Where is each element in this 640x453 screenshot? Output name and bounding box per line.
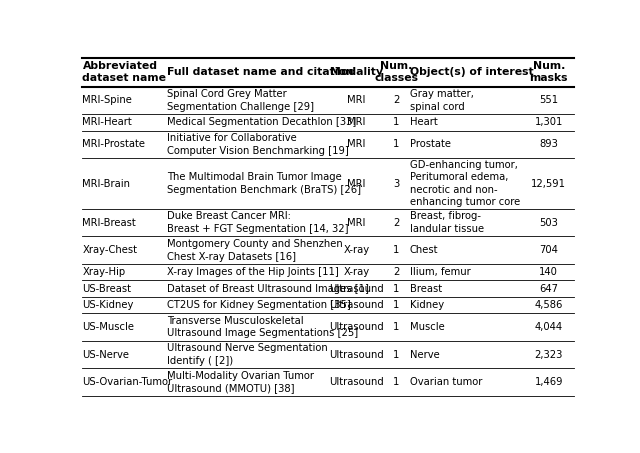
Text: Transverse Musculoskeletal
Ultrasound Image Segmentations [25]: Transverse Musculoskeletal Ultrasound Im…	[167, 316, 358, 338]
Text: X-ray: X-ray	[344, 267, 369, 277]
Text: 1: 1	[393, 322, 399, 332]
Text: MRI: MRI	[348, 96, 365, 106]
Text: 1,301: 1,301	[534, 117, 563, 127]
Text: Initiative for Collaborative
Computer Vision Benchmarking [19]: Initiative for Collaborative Computer Vi…	[167, 133, 349, 155]
Text: Ultrasound: Ultrasound	[329, 350, 384, 360]
Text: 2: 2	[393, 96, 399, 106]
Text: Nerve: Nerve	[410, 350, 440, 360]
Text: 2: 2	[393, 267, 399, 277]
Text: 1: 1	[393, 117, 399, 127]
Text: 704: 704	[540, 246, 558, 255]
Text: 140: 140	[540, 267, 558, 277]
Text: 893: 893	[540, 140, 558, 149]
Text: GD-enhancing tumor,
Peritumoral edema,
necrotic and non-
enhancing tumor core: GD-enhancing tumor, Peritumoral edema, n…	[410, 160, 520, 207]
Text: 2,323: 2,323	[534, 350, 563, 360]
Text: 1: 1	[393, 284, 399, 294]
Text: The Multimodal Brain Tumor Image
Segmentation Benchmark (BraTS) [26]: The Multimodal Brain Tumor Image Segment…	[167, 172, 361, 195]
Text: 1: 1	[393, 140, 399, 149]
Text: 647: 647	[540, 284, 558, 294]
Text: Ultrasound: Ultrasound	[329, 322, 384, 332]
Text: Modality: Modality	[330, 67, 383, 77]
Text: MRI: MRI	[348, 117, 365, 127]
Text: MRI: MRI	[348, 217, 365, 227]
Text: Breast: Breast	[410, 284, 442, 294]
Text: Num.
masks: Num. masks	[529, 61, 568, 83]
Text: US-Nerve: US-Nerve	[83, 350, 129, 360]
Text: Abbreviated
dataset name: Abbreviated dataset name	[83, 61, 166, 83]
Text: MRI: MRI	[348, 178, 365, 188]
Text: 4,586: 4,586	[534, 300, 563, 310]
Text: MRI-Spine: MRI-Spine	[83, 96, 132, 106]
Text: Object(s) of interest: Object(s) of interest	[410, 67, 534, 77]
Text: Ultrasound: Ultrasound	[329, 377, 384, 387]
Text: US-Kidney: US-Kidney	[83, 300, 134, 310]
Text: MRI-Heart: MRI-Heart	[83, 117, 132, 127]
Text: 4,044: 4,044	[534, 322, 563, 332]
Text: Gray matter,
spinal cord: Gray matter, spinal cord	[410, 89, 474, 111]
Text: Montgomery County and Shenzhen
Chest X-ray Datasets [16]: Montgomery County and Shenzhen Chest X-r…	[167, 239, 342, 261]
Text: Ultrasound Nerve Segmentation
Identify ( [2]): Ultrasound Nerve Segmentation Identify (…	[167, 343, 328, 366]
Text: Ovarian tumor: Ovarian tumor	[410, 377, 482, 387]
Text: Spinal Cord Grey Matter
Segmentation Challenge [29]: Spinal Cord Grey Matter Segmentation Cha…	[167, 89, 314, 111]
Text: Chest: Chest	[410, 246, 438, 255]
Text: MRI-Brain: MRI-Brain	[83, 178, 131, 188]
Text: Duke Breast Cancer MRI:
Breast + FGT Segmentation [14, 32]: Duke Breast Cancer MRI: Breast + FGT Seg…	[167, 212, 348, 234]
Text: US-Muscle: US-Muscle	[83, 322, 134, 332]
Text: US-Breast: US-Breast	[83, 284, 131, 294]
Text: Breast, fibrog-
landular tissue: Breast, fibrog- landular tissue	[410, 212, 484, 234]
Text: 2: 2	[393, 217, 399, 227]
Text: Full dataset name and citation: Full dataset name and citation	[167, 67, 353, 77]
Text: Ultrasound: Ultrasound	[329, 300, 384, 310]
Text: Multi-Modality Ovarian Tumor
Ultrasound (MMOTU) [38]: Multi-Modality Ovarian Tumor Ultrasound …	[167, 371, 314, 394]
Text: X-ray Images of the Hip Joints [11]: X-ray Images of the Hip Joints [11]	[167, 267, 339, 277]
Text: 12,591: 12,591	[531, 178, 566, 188]
Text: MRI: MRI	[348, 140, 365, 149]
Text: 3: 3	[393, 178, 399, 188]
Text: 1: 1	[393, 246, 399, 255]
Text: X-ray: X-ray	[344, 246, 369, 255]
Text: MRI-Prostate: MRI-Prostate	[83, 140, 145, 149]
Text: MRI-Breast: MRI-Breast	[83, 217, 136, 227]
Text: Ilium, femur: Ilium, femur	[410, 267, 470, 277]
Text: Dataset of Breast Ultrasound Images [1]: Dataset of Breast Ultrasound Images [1]	[167, 284, 369, 294]
Text: Ultrasound: Ultrasound	[329, 284, 384, 294]
Text: 1,469: 1,469	[534, 377, 563, 387]
Text: Kidney: Kidney	[410, 300, 444, 310]
Text: 1: 1	[393, 377, 399, 387]
Text: 551: 551	[539, 96, 558, 106]
Text: CT2US for Kidney Segmentation [35]: CT2US for Kidney Segmentation [35]	[167, 300, 351, 310]
Text: 1: 1	[393, 350, 399, 360]
Text: Num.
classes: Num. classes	[374, 61, 418, 83]
Text: Xray-Chest: Xray-Chest	[83, 246, 138, 255]
Text: 503: 503	[540, 217, 558, 227]
Text: 1: 1	[393, 300, 399, 310]
Text: Xray-Hip: Xray-Hip	[83, 267, 125, 277]
Text: Heart: Heart	[410, 117, 438, 127]
Text: Prostate: Prostate	[410, 140, 451, 149]
Text: US-Ovarian-Tumor: US-Ovarian-Tumor	[83, 377, 173, 387]
Text: Medical Segmentation Decathlon [33]: Medical Segmentation Decathlon [33]	[167, 117, 356, 127]
Text: Muscle: Muscle	[410, 322, 445, 332]
